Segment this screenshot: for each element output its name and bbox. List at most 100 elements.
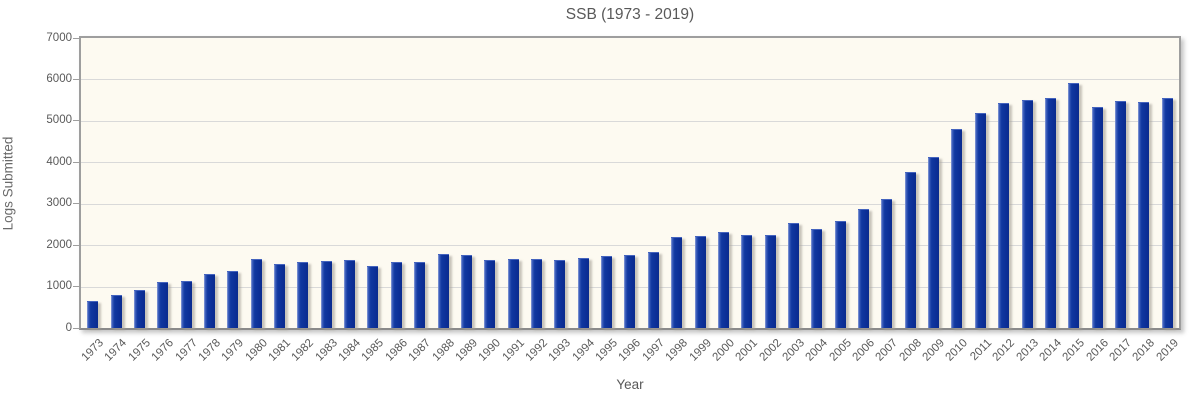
x-tick-label: 2018 xyxy=(1130,337,1158,364)
y-tick-label: 7000 xyxy=(46,31,72,44)
bar xyxy=(881,198,893,328)
bar-slot xyxy=(1062,38,1085,328)
bar-slot xyxy=(642,38,665,328)
bar xyxy=(787,222,799,328)
bar xyxy=(274,264,286,328)
bar xyxy=(110,294,122,328)
x-tick-label: 1984 xyxy=(336,337,364,364)
bar xyxy=(437,254,449,328)
gridline xyxy=(81,203,1179,205)
x-tick-label: 1983 xyxy=(313,337,340,364)
x-tick-label: 2008 xyxy=(897,337,924,364)
y-tick-label: 3000 xyxy=(46,197,72,210)
x-tick-label: 2013 xyxy=(1014,337,1041,364)
bar-slot xyxy=(688,38,711,328)
bar-slot xyxy=(665,38,688,328)
x-tick-label: 1979 xyxy=(219,337,247,364)
bar xyxy=(297,261,309,328)
y-tick-label: 2000 xyxy=(46,238,72,251)
bar xyxy=(647,252,659,328)
x-tick-label: 2003 xyxy=(780,337,808,364)
bar-slot xyxy=(548,38,571,328)
bar-slot xyxy=(408,38,431,328)
bar-slot xyxy=(969,38,992,328)
bar xyxy=(834,221,846,328)
bar xyxy=(1161,97,1173,328)
bar xyxy=(694,236,706,328)
x-tick-label: 1985 xyxy=(359,337,387,364)
bar xyxy=(998,103,1010,328)
bar xyxy=(904,171,916,328)
x-tick-label: 1994 xyxy=(570,337,597,364)
bar-slot xyxy=(922,38,945,328)
gridline xyxy=(81,79,1179,81)
bar-slot xyxy=(572,38,595,328)
y-tick-mark xyxy=(73,286,79,288)
bar xyxy=(180,280,192,328)
bar xyxy=(344,259,356,328)
y-tick-label: 6000 xyxy=(46,72,72,85)
x-tick-label: 1987 xyxy=(406,337,434,364)
y-tick-mark xyxy=(73,120,79,122)
y-tick-label: 1000 xyxy=(46,280,72,293)
bar-slot xyxy=(618,38,641,328)
x-tick-label: 2015 xyxy=(1060,337,1088,364)
bar xyxy=(1044,97,1056,328)
x-tick-label: 1980 xyxy=(243,337,270,364)
bar-slot xyxy=(361,38,384,328)
bar-slot xyxy=(198,38,221,328)
x-tick-label: 2001 xyxy=(733,337,761,364)
y-tick-label: 5000 xyxy=(46,114,72,127)
bar-slot xyxy=(1015,38,1038,328)
y-tick-mark xyxy=(73,203,79,205)
bar xyxy=(717,232,729,328)
bar-slot xyxy=(174,38,197,328)
x-tick-label: 2006 xyxy=(850,337,878,364)
x-tick-label: 2017 xyxy=(1107,337,1135,364)
bar-slot xyxy=(455,38,478,328)
x-tick-label: 1978 xyxy=(196,337,223,364)
bar-slot xyxy=(852,38,875,328)
x-tick-label: 2005 xyxy=(827,337,854,364)
x-tick-label: 2004 xyxy=(803,337,831,364)
bar xyxy=(484,260,496,328)
bar xyxy=(1114,100,1126,328)
x-tick-label: 1973 xyxy=(79,337,107,364)
bar-slot xyxy=(1085,38,1108,328)
bar-slot xyxy=(104,38,127,328)
bar xyxy=(203,274,215,328)
gridline xyxy=(81,120,1179,122)
y-tick-mark xyxy=(73,161,79,163)
y-tick-label: 4000 xyxy=(46,155,72,168)
bar xyxy=(624,254,636,328)
bar xyxy=(507,259,519,328)
bar xyxy=(133,289,145,328)
bar xyxy=(367,266,379,328)
x-tick-label: 1981 xyxy=(266,337,294,364)
bar-slot xyxy=(81,38,104,328)
bar-slot xyxy=(501,38,524,328)
bar xyxy=(320,260,332,328)
x-tick-label: 1991 xyxy=(500,337,527,364)
x-tick-label: 1992 xyxy=(523,337,551,364)
x-tick-label: 2000 xyxy=(710,337,737,364)
x-tick-label: 2002 xyxy=(757,337,784,364)
x-tick-label: 2007 xyxy=(873,337,901,364)
bar xyxy=(858,208,870,328)
bar xyxy=(227,270,239,328)
bar-slot xyxy=(338,38,361,328)
bar xyxy=(414,261,426,328)
x-tick-label: 1989 xyxy=(453,337,480,364)
bar xyxy=(928,157,940,328)
bar-slot xyxy=(1109,38,1132,328)
x-tick-label: 1999 xyxy=(686,337,714,364)
bar-slot xyxy=(992,38,1015,328)
x-tick-label: 2014 xyxy=(1037,337,1065,364)
x-tick-label: 2009 xyxy=(920,337,948,364)
bar-slot xyxy=(782,38,805,328)
y-tick-mark xyxy=(73,78,79,80)
bar xyxy=(460,254,472,328)
bar xyxy=(764,234,776,328)
bar xyxy=(390,262,402,328)
